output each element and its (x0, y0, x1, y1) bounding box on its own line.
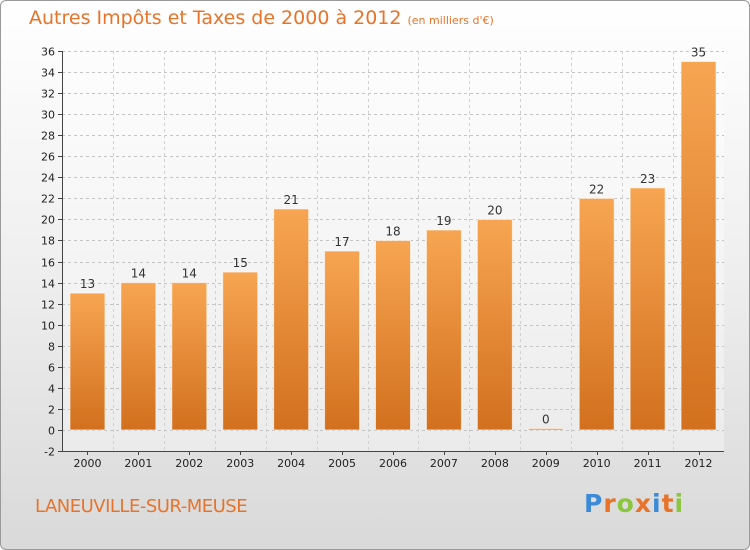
y-tick-label: 34 (41, 67, 55, 80)
value-label: 15 (233, 256, 248, 270)
x-tick-label: 2004 (277, 457, 305, 470)
x-tick-label: 2001 (124, 457, 152, 470)
bar (375, 239, 411, 431)
bar (527, 427, 564, 431)
y-tick-label: 10 (41, 320, 55, 333)
chart-subtitle: (en milliers d'€) (407, 14, 494, 27)
bar (425, 229, 462, 431)
bar (324, 250, 361, 431)
bar (120, 282, 157, 431)
x-tick-label: 2007 (430, 457, 458, 470)
x-tick-label: 2006 (379, 457, 407, 470)
bar (578, 197, 615, 431)
logo-letter: x (634, 489, 652, 518)
logo-letter: i (674, 489, 685, 518)
value-label: 17 (334, 235, 349, 249)
x-tick-label: 2011 (634, 457, 662, 470)
value-label: 22 (589, 182, 604, 196)
y-tick-label: 14 (41, 278, 55, 291)
y-tick-label: -2 (44, 446, 55, 459)
value-label: 14 (131, 267, 146, 281)
x-tick-label: 2003 (226, 457, 254, 470)
value-label: 23 (640, 172, 655, 186)
y-tick-label: 22 (41, 193, 55, 206)
value-label: 21 (284, 193, 299, 207)
bar (476, 218, 513, 431)
x-tick-label: 2010 (583, 457, 611, 470)
value-label: 19 (436, 214, 451, 228)
bar (629, 187, 666, 431)
y-tick-label: 30 (41, 109, 55, 122)
value-label: 35 (691, 46, 706, 60)
y-tick-label: 24 (41, 172, 55, 185)
logo-letter: P (584, 489, 604, 518)
y-tick-label: 16 (41, 257, 55, 270)
y-tick-label: 32 (41, 88, 55, 101)
x-tick-label: 2000 (73, 457, 101, 470)
x-tick-label: 2009 (532, 457, 560, 470)
y-tick-label: 36 (41, 46, 55, 59)
y-tick-label: 18 (41, 235, 55, 248)
logo-letter: o (616, 489, 635, 518)
y-tick-label: 12 (41, 299, 55, 312)
chart-title: Autres Impôts et Taxes de 2000 à 2012 (en… (29, 7, 494, 29)
bar (69, 292, 106, 431)
x-tick-label: 2008 (481, 457, 509, 470)
y-tick-label: 28 (41, 130, 55, 143)
value-label: 0 (542, 412, 550, 426)
y-tick-label: 8 (48, 341, 55, 354)
bar (171, 282, 208, 431)
x-tick-label: 2002 (175, 457, 203, 470)
y-tick-label: 6 (48, 362, 55, 375)
proxiti-logo[interactable]: Proxiti (584, 489, 684, 518)
y-tick-label: 2 (48, 404, 55, 417)
value-label: 14 (182, 267, 197, 281)
bar (680, 61, 717, 431)
x-tick-label: 2012 (685, 457, 713, 470)
logo-letter: i (652, 489, 662, 518)
value-label: 20 (487, 203, 502, 217)
value-label: 13 (80, 277, 95, 291)
y-tick-label: 4 (48, 383, 55, 396)
y-tick-label: 26 (41, 151, 55, 164)
chart-title-main: Autres Impôts et Taxes de 2000 à 2012 (29, 7, 402, 29)
y-tick-label: 20 (41, 214, 55, 227)
y-tick-label: 0 (48, 425, 55, 438)
x-tick-label: 2005 (328, 457, 356, 470)
logo-letter: r (603, 489, 617, 518)
bar (222, 271, 259, 431)
labels: 13 14 14 15 21 17 18 19 20 0 22 23 35 (80, 46, 706, 427)
bar (273, 208, 310, 431)
logo-letter: t (661, 489, 675, 518)
city-name: LANEUVILLE-SUR-MEUSE (35, 496, 248, 517)
bars (69, 61, 717, 431)
value-label: 18 (385, 224, 400, 238)
